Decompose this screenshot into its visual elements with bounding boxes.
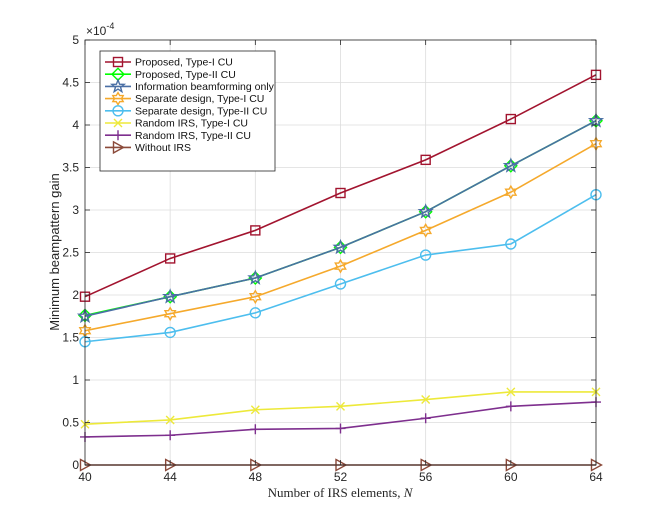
legend-item: Random IRS, Type-II CU: [105, 130, 251, 142]
series-line: [84, 74, 597, 298]
x-tick-label: 56: [419, 470, 433, 484]
data-point: [505, 113, 517, 125]
y-tick-label: 4: [72, 118, 79, 132]
legend-label: Without IRS: [135, 142, 191, 154]
y-tick-label: 2: [72, 288, 79, 302]
y-axis-title: Minimum beampattern gain: [47, 173, 62, 331]
y-tick-label: 5: [72, 33, 79, 47]
data-point: [417, 203, 434, 219]
legend-marker: [112, 56, 124, 68]
legend-marker: [111, 91, 125, 106]
x-tick-label: 52: [334, 470, 348, 484]
data-point: [164, 253, 176, 264]
x-tick-label: 64: [589, 470, 603, 484]
legend-item: Proposed, Type-I CU: [105, 57, 233, 69]
data-point: [165, 415, 175, 425]
y-tick-label: 1: [72, 373, 79, 387]
series-line: [84, 194, 597, 343]
data-point: [79, 458, 92, 472]
legend-marker: [112, 140, 125, 155]
legend-item: Information beamforming only: [105, 77, 275, 94]
data-point: [334, 258, 347, 274]
legend-label: Separate design, Type-II CU: [135, 105, 267, 117]
y-tick-label: 3.5: [62, 161, 79, 175]
legend-label: Proposed, Type-I CU: [135, 57, 233, 69]
legend-label: Random IRS, Type-I CU: [135, 118, 248, 130]
data-point: [505, 238, 517, 250]
data-point: [335, 187, 346, 199]
data-point: [336, 401, 345, 411]
legend-label: Proposed, Type-II CU: [135, 69, 236, 81]
legend-marker: [113, 130, 123, 141]
y-tick-label: 3: [72, 203, 79, 217]
data-point: [162, 288, 179, 304]
x-tick-label: 40: [78, 470, 92, 484]
data-point: [334, 278, 347, 290]
legend-marker: [112, 105, 124, 117]
data-point: [505, 401, 516, 412]
data-point: [250, 225, 261, 236]
y-tick-label: 2.5: [62, 246, 79, 260]
data-point: [420, 154, 431, 166]
legend-item: Separate design, Type-II CU: [105, 105, 267, 117]
ticks: [84, 39, 597, 466]
data-point: [164, 326, 176, 339]
y-tick-label: 0: [72, 458, 79, 472]
x-axis-title: Number of IRS elements, N: [268, 485, 414, 500]
data-point: [250, 424, 261, 435]
data-point: [420, 413, 431, 424]
data-point: [250, 405, 260, 415]
data-point: [419, 223, 433, 238]
data-point: [419, 249, 432, 261]
legend-label: Random IRS, Type-II CU: [135, 130, 251, 142]
tick-labels: 40 44 48 52 56 60 64 0 0.5 1 1.5 2 2.5 3 3.5 4 4.5 5: [62, 33, 603, 484]
legend-item: Without IRS: [105, 140, 191, 155]
data-point: [248, 289, 262, 305]
legend-item: Separate design, Type-I CU: [105, 91, 264, 106]
x-tick-label: 48: [249, 470, 263, 484]
data-point: [504, 184, 518, 200]
y-tick-label: 4.5: [62, 76, 79, 90]
y-tick-label: 0.5: [62, 416, 79, 430]
data-point: [502, 157, 519, 173]
data-point: [163, 306, 177, 322]
y-multiplier: ×10-4: [86, 21, 114, 38]
series-3: [76, 112, 605, 324]
series-line: [84, 143, 597, 332]
data-point: [249, 307, 262, 319]
series-4: [78, 136, 603, 339]
data-point: [332, 238, 349, 255]
data-point: [335, 423, 346, 434]
legend-marker: [109, 77, 127, 94]
x-tick-label: 44: [163, 470, 177, 484]
data-point: [165, 430, 176, 441]
data-point: [247, 269, 264, 285]
data-point: [506, 387, 516, 397]
x-tick-label: 60: [504, 470, 518, 484]
legend-item: Random IRS, Type-I CU: [105, 118, 248, 130]
series-line: [84, 120, 597, 318]
y-tick-label: 1.5: [62, 331, 79, 345]
data-point: [421, 395, 431, 405]
legend-marker: [113, 118, 123, 128]
legend-label: Separate design, Type-I CU: [135, 93, 264, 105]
legend-label: Information beamforming only: [135, 81, 275, 93]
